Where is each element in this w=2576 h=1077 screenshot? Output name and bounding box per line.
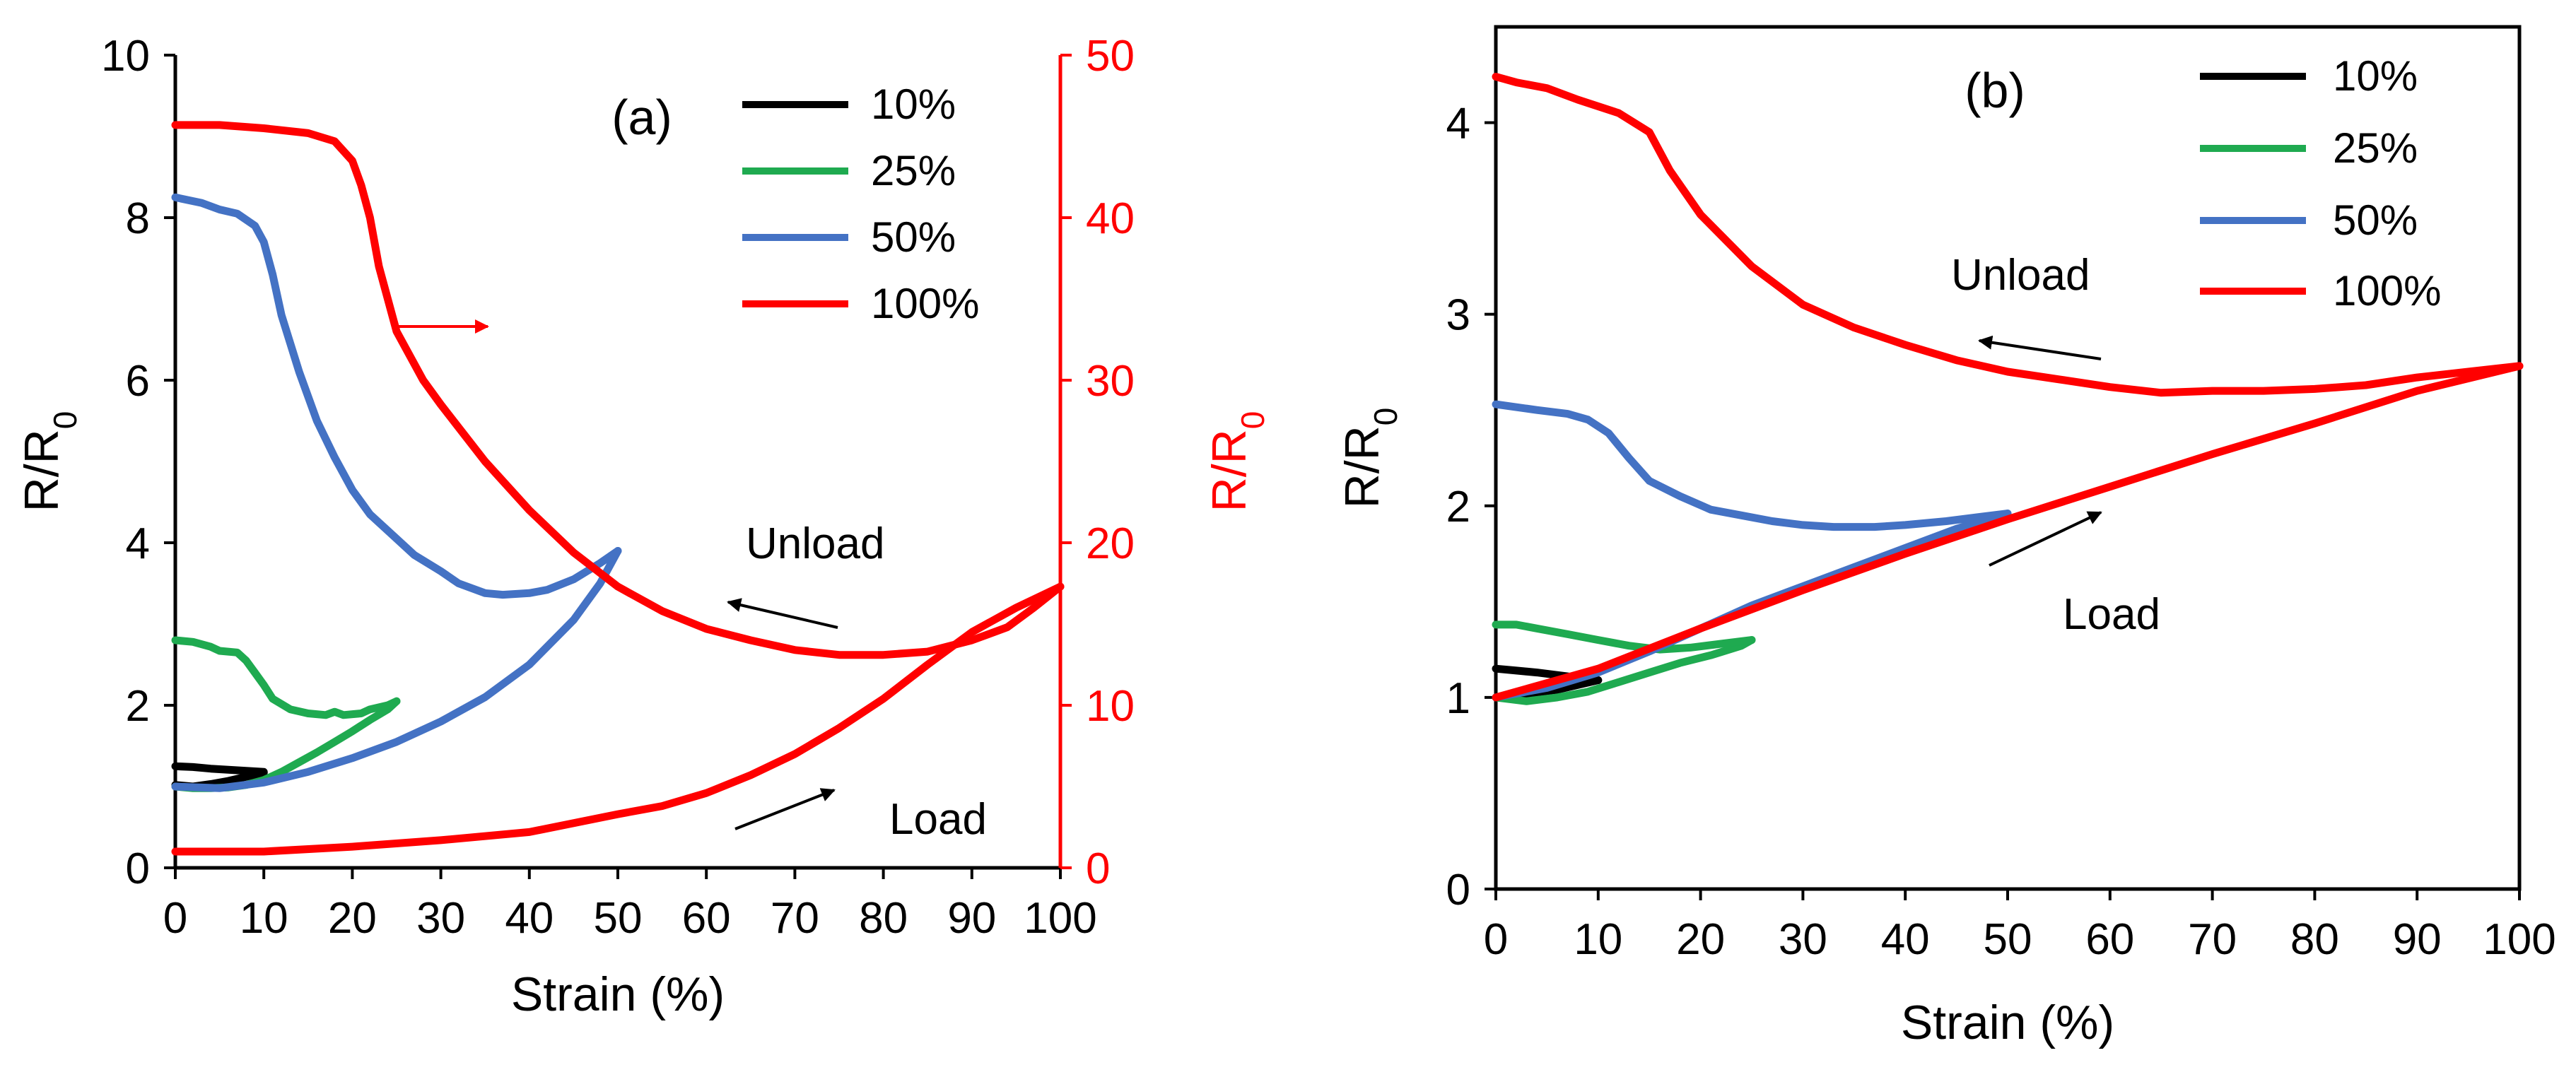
x-tick-label: 10 — [240, 894, 288, 943]
x-tick-label: 40 — [1881, 915, 1930, 964]
y-tick-label: 0 — [1446, 866, 1470, 914]
series-25pct-unload-line — [171, 636, 401, 719]
panel-b-legend-label-50: 50% — [2333, 196, 2418, 244]
panel-b-legend: 10% 25% 50% 100% — [2200, 52, 2441, 314]
y-tick-label: 2 — [126, 682, 150, 731]
panel-b-legend-label-25: 25% — [2333, 124, 2418, 172]
y-tick-label: 4 — [126, 519, 150, 568]
x-tick-label: 20 — [1676, 915, 1725, 964]
x-tick-label: 60 — [2085, 915, 2134, 964]
x-tick-label: 10 — [1574, 915, 1622, 964]
x-tick-label: 70 — [2188, 915, 2237, 964]
y2-tick-label: 30 — [1086, 357, 1135, 406]
x-tick-label: 0 — [1484, 915, 1508, 964]
panel-b-label: (b) — [1965, 63, 2025, 118]
series-50pct-unload-line — [171, 193, 622, 599]
panel-a-x-ticks: 0 10 20 30 40 50 60 70 80 90 100 — [163, 868, 1097, 943]
panel-b-series — [1492, 73, 2524, 705]
panel-b-load-arrow — [1989, 511, 2102, 567]
x-tick-label: 90 — [2393, 915, 2442, 964]
panel-a: 0 10 20 30 40 50 60 70 80 90 100 0 2 4 6 8 10 0 10 20 30 40… — [15, 32, 1271, 1021]
panel-b-y-ticks: 0 1 2 3 4 — [1446, 100, 1496, 914]
y2-tick-label: 20 — [1086, 519, 1135, 568]
y2-tick-label: 0 — [1086, 844, 1110, 893]
x-tick-label: 60 — [682, 894, 731, 943]
panel-a-series — [171, 121, 1065, 856]
series-10pct-unload-line — [171, 762, 268, 776]
x-tick-label: 50 — [1984, 915, 2032, 964]
series-100pct-unload-line — [1492, 73, 2524, 397]
panel-a-y2-label: R/R0 — [1202, 411, 1271, 512]
panel-a-y-ticks: 0 2 4 6 8 10 — [101, 32, 175, 893]
x-tick-label: 80 — [2290, 915, 2339, 964]
x-tick-label: 80 — [859, 894, 908, 943]
panel-b-load-label: Load — [2063, 590, 2160, 639]
panel-a-legend-label-100: 100% — [871, 280, 979, 327]
series-25pct-load-line — [1492, 636, 1756, 705]
x-tick-label: 50 — [594, 894, 643, 943]
x-tick-label: 0 — [163, 894, 187, 943]
panel-a-x-label: Strain (%) — [511, 967, 725, 1021]
y2-tick-label: 10 — [1086, 682, 1135, 731]
panel-a-label: (a) — [611, 90, 672, 145]
y2-tick-label: 40 — [1086, 194, 1135, 243]
panel-a-load-arrow — [734, 788, 836, 830]
x-tick-label: 20 — [328, 894, 377, 943]
y-tick-label: 0 — [126, 844, 150, 893]
series-100pct-load-line — [1492, 362, 2524, 702]
panel-a-unload-label: Unload — [746, 519, 884, 568]
panel-b-x-label: Strain (%) — [1901, 996, 2114, 1049]
y-tick-label: 2 — [1446, 483, 1470, 531]
series-50pct-unload-line — [1492, 400, 2012, 531]
y-tick-label: 4 — [1446, 100, 1470, 148]
panel-b-legend-label-10: 10% — [2333, 52, 2418, 100]
x-tick-label: 100 — [2483, 915, 2555, 964]
panel-b-legend-label-100: 100% — [2333, 267, 2441, 314]
series-50pct-load-line — [171, 547, 622, 792]
panel-a-legend-label-25: 25% — [871, 147, 956, 194]
panel-b-y-label: R/R0 — [1335, 408, 1404, 509]
y-tick-label: 3 — [1446, 291, 1470, 340]
x-tick-label: 40 — [505, 894, 554, 943]
x-tick-label: 30 — [416, 894, 465, 943]
panel-a-legend-label-10: 10% — [871, 81, 956, 128]
y-tick-label: 10 — [101, 32, 150, 81]
x-tick-label: 90 — [947, 894, 996, 943]
panel-a-y-label: R/R0 — [15, 411, 83, 512]
panel-a-legend-label-50: 50% — [871, 213, 956, 261]
y-tick-label: 1 — [1446, 674, 1470, 723]
panel-a-legend: 10% 25% 50% 100% — [742, 81, 979, 327]
panel-b-x-ticks: 0 10 20 30 40 50 60 70 80 90 100 — [1484, 889, 2556, 964]
panel-b-unload-label: Unload — [1951, 251, 2090, 300]
series-25pct-unload-line — [1492, 620, 1756, 654]
x-tick-label: 70 — [771, 894, 819, 943]
y2-tick-label: 50 — [1086, 32, 1135, 81]
x-tick-label: 30 — [1779, 915, 1827, 964]
x-tick-label: 100 — [1024, 894, 1096, 943]
y-tick-label: 6 — [126, 357, 150, 406]
y-tick-label: 8 — [126, 194, 150, 243]
series-100pct-unload-line — [171, 121, 1065, 659]
panel-a-y2-ticks: 0 10 20 30 40 50 — [1060, 32, 1135, 893]
panel-a-unload-arrow — [727, 598, 838, 629]
panel-a-load-label: Load — [889, 795, 987, 844]
panel-b-unload-arrow — [1978, 335, 2102, 360]
